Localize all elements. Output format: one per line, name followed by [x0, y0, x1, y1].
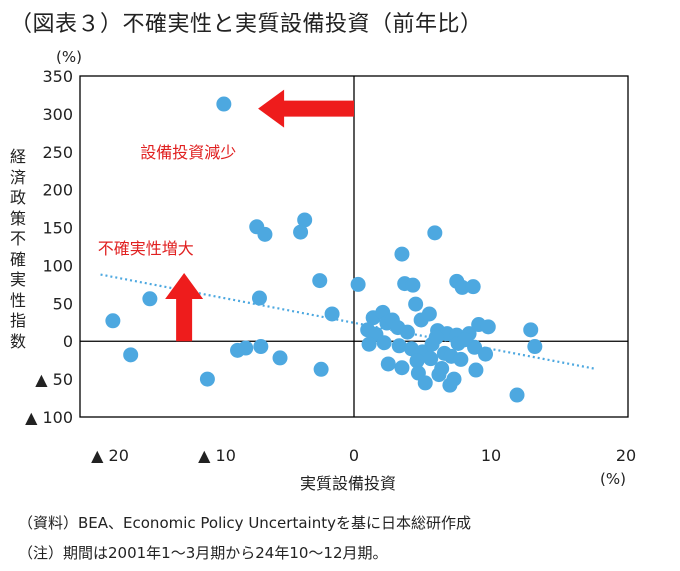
data-point — [480, 319, 496, 335]
data-point — [324, 306, 340, 322]
data-point — [313, 361, 329, 377]
chart-title: （図表３）不確実性と実質設備投資（前年比） — [10, 12, 483, 37]
trend-line-path — [100, 273, 594, 370]
data-point — [251, 290, 267, 306]
data-points — [105, 96, 543, 403]
y-tick-labels: 350 300 250 200 150 100 50 0 ▲ 50 ▲ 100 — [25, 67, 73, 427]
data-point — [394, 246, 410, 262]
x-tick-label: ▲ 10 — [198, 446, 236, 465]
data-point — [428, 329, 444, 345]
y-tick-label: 350 — [42, 67, 73, 86]
data-point — [399, 324, 415, 340]
data-point — [257, 226, 273, 242]
data-point — [468, 362, 484, 378]
data-point — [409, 353, 425, 369]
annotation-label: 不確実性増大 — [98, 239, 194, 258]
period-note: （注）期間は2001年1～3月期から24年10～12月期。 — [18, 544, 388, 562]
x-tick-label: ▲ 20 — [91, 446, 129, 465]
x-tick-label: 10 — [481, 446, 501, 465]
data-point — [380, 356, 396, 372]
data-point — [391, 338, 407, 354]
y-tick-label: 200 — [42, 181, 73, 200]
data-point — [297, 212, 313, 228]
data-point — [408, 296, 424, 312]
x-tick-label: 20 — [616, 446, 636, 465]
data-point — [457, 332, 473, 348]
y-tick-label: ▲ 100 — [25, 408, 73, 427]
y-tick-label: 150 — [42, 219, 73, 238]
data-point — [405, 277, 421, 293]
data-point — [105, 313, 121, 329]
data-point — [216, 96, 232, 112]
data-point — [465, 279, 481, 295]
y-axis-unit: (%) — [56, 48, 82, 66]
data-point — [253, 339, 269, 355]
data-point — [312, 273, 328, 289]
data-point — [417, 375, 433, 391]
y-tick-label: 0 — [63, 332, 73, 351]
data-point — [293, 224, 309, 240]
data-point — [394, 360, 410, 376]
y-tick-label: 300 — [42, 105, 73, 124]
data-point — [350, 276, 366, 292]
data-point — [423, 351, 439, 367]
data-point — [199, 371, 215, 387]
x-axis-label: 実質設備投資 — [300, 474, 397, 493]
y-tick-label: 250 — [42, 143, 73, 162]
data-point — [427, 225, 443, 241]
data-point — [434, 361, 450, 377]
data-point — [376, 335, 392, 351]
source-note: （資料）BEA、Economic Policy Uncertaintyを基に日本… — [18, 514, 471, 532]
y-tick-label: ▲ 50 — [35, 370, 73, 389]
data-point — [523, 322, 539, 338]
x-tick-labels: ▲ 20 ▲ 10 0 10 20 — [91, 446, 636, 465]
x-tick-label: 0 — [349, 446, 359, 465]
y-tick-label: 50 — [53, 294, 73, 313]
data-point — [454, 279, 470, 295]
data-point — [442, 377, 458, 393]
y-axis-label: 経済政策不確実性指数 — [9, 147, 26, 351]
data-point — [230, 342, 246, 358]
data-point — [478, 346, 494, 362]
y-tick-label: 100 — [42, 256, 73, 275]
data-point — [421, 306, 437, 322]
data-point — [527, 339, 543, 355]
data-point — [453, 351, 469, 367]
trend-line — [100, 273, 594, 370]
x-axis-unit: (%) — [600, 470, 626, 488]
up-arrow — [165, 273, 204, 342]
data-point — [142, 291, 158, 307]
left-arrow — [258, 89, 354, 128]
data-point — [123, 347, 139, 363]
annotation-label: 設備投資減少 — [140, 143, 236, 162]
data-point — [509, 387, 525, 403]
data-point — [361, 336, 377, 352]
data-point — [272, 350, 288, 366]
